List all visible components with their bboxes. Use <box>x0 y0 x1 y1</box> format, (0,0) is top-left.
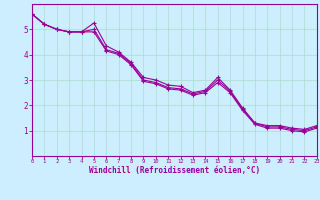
X-axis label: Windchill (Refroidissement éolien,°C): Windchill (Refroidissement éolien,°C) <box>89 166 260 175</box>
